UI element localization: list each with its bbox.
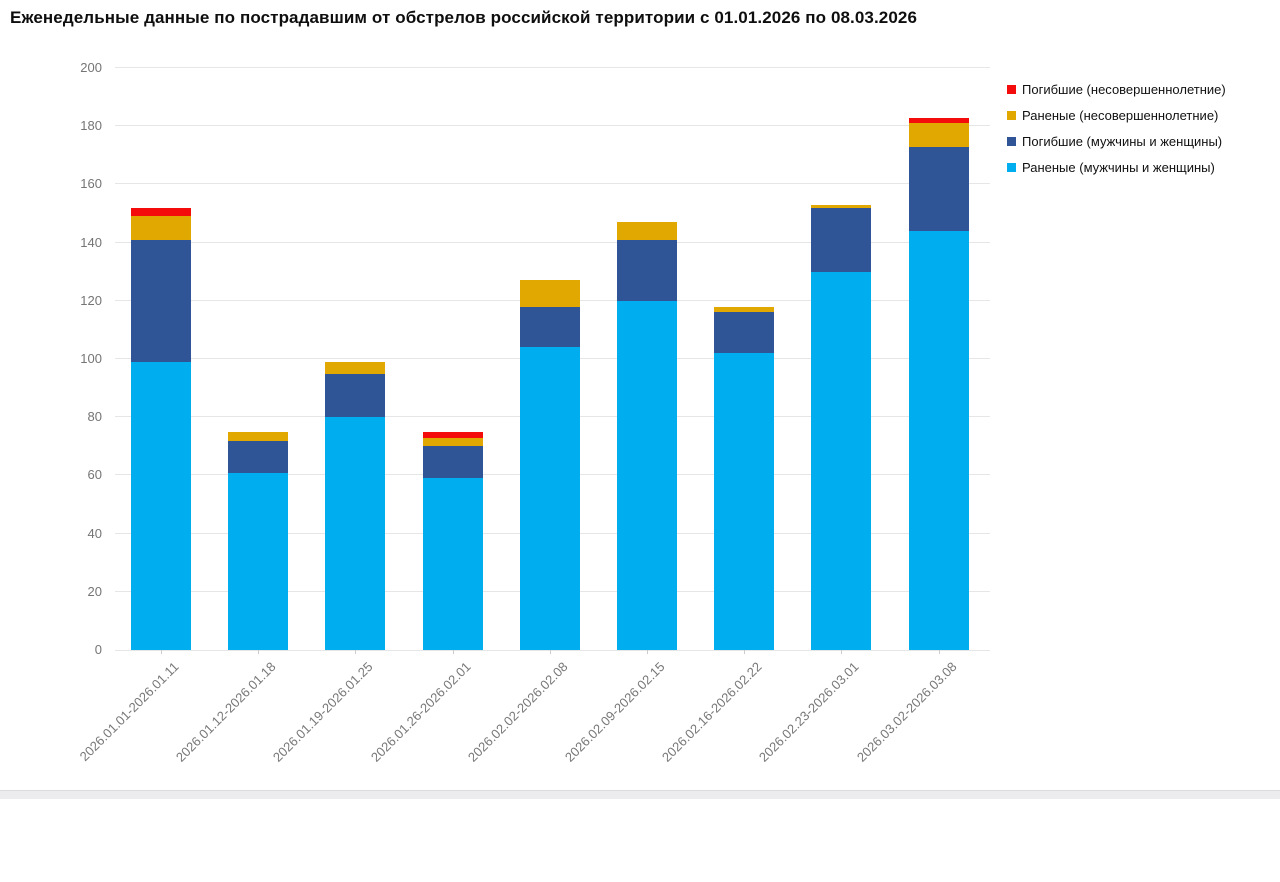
- legend-swatch-icon: [1007, 136, 1016, 146]
- x-tick: [647, 650, 648, 654]
- bar-segment: [714, 353, 775, 650]
- x-tick: [355, 650, 357, 654]
- bar: [131, 207, 191, 650]
- y-axis-label: 0: [94, 642, 102, 657]
- chart-title: Еженедельные данные по пострадавшим от о…: [10, 8, 918, 27]
- bar: [228, 431, 289, 650]
- legend: Погибшие (несовершеннолетние) Раненые (не…: [1007, 76, 1226, 180]
- y-axis-label: 180: [80, 118, 102, 134]
- bar-segment: [325, 373, 386, 418]
- bar-segment: [714, 306, 775, 313]
- bar-segment: [131, 207, 191, 217]
- bar-segment: [228, 431, 289, 441]
- x-tick: [452, 650, 454, 654]
- x-tick: [258, 650, 260, 654]
- legend-swatch-icon: [1007, 162, 1016, 172]
- bar-segment: [908, 230, 969, 650]
- gridline: [115, 241, 990, 243]
- bar-segment: [422, 431, 483, 438]
- y-axis-label: 40: [87, 525, 102, 541]
- legend-item: Раненые (мужчины и женщины): [1007, 154, 1226, 180]
- plot-area: [115, 67, 990, 651]
- x-tick: [161, 650, 162, 654]
- gridline: [115, 125, 990, 127]
- bar: [617, 222, 677, 650]
- x-axis-label: 2026.02.16-2026.02.22: [659, 659, 765, 765]
- bar-segment: [422, 446, 483, 479]
- bar: [908, 117, 969, 650]
- bar: [519, 280, 580, 650]
- x-tick: [938, 650, 940, 654]
- legend-item: Раненые (несовершеннолетние): [1007, 102, 1226, 128]
- bar-segment: [908, 123, 969, 147]
- gridline: [115, 183, 990, 185]
- x-axis-label: 2026.01.19-2026.01.25: [270, 659, 376, 765]
- bar-segment: [131, 216, 191, 240]
- x-axis-label: 2026.02.23-2026.03.01: [756, 659, 862, 765]
- bar-segment: [422, 478, 483, 650]
- y-axis-label: 100: [80, 351, 102, 366]
- y-axis-label: 200: [80, 60, 102, 75]
- y-axis-label: 120: [80, 292, 102, 308]
- bar-segment: [811, 207, 872, 272]
- bar-segment: [228, 472, 289, 650]
- bar-segment: [714, 312, 775, 354]
- y-axis-label: 80: [87, 409, 102, 425]
- bar-segment: [325, 417, 386, 650]
- x-axis-label: 2026.03.02-2026.03.08: [853, 659, 960, 765]
- bar-segment: [908, 117, 969, 124]
- bar-segment: [325, 361, 386, 374]
- legend-label: Погибшие (несовершеннолетние): [1022, 81, 1226, 97]
- legend-item: Погибшие (несовершеннолетние): [1007, 76, 1226, 102]
- legend-item: Погибшие (мужчины и женщины): [1007, 128, 1226, 154]
- legend-label: Раненые (мужчины и женщины): [1022, 159, 1215, 175]
- bar-segment: [131, 361, 191, 650]
- bar-segment: [811, 271, 872, 650]
- bar-segment: [519, 280, 580, 307]
- x-axis-label: 2026.02.02-2026.02.08: [464, 659, 571, 765]
- bar: [714, 306, 775, 650]
- y-axis-label: 160: [80, 176, 102, 192]
- y-axis-label: 60: [87, 467, 102, 483]
- x-tick: [841, 650, 843, 654]
- bar-segment: [422, 437, 483, 447]
- gridline: [115, 67, 990, 68]
- bar-segment: [131, 239, 191, 362]
- y-axis-label: 140: [80, 234, 102, 250]
- legend-swatch-icon: [1007, 84, 1016, 94]
- bar-segment: [811, 204, 872, 208]
- bar-segment: [617, 222, 677, 240]
- bar-segment: [617, 239, 677, 301]
- legend-label: Раненые (несовершеннолетние): [1022, 107, 1219, 123]
- bar: [325, 361, 386, 650]
- x-tick: [744, 650, 746, 654]
- bar-segment: [519, 306, 580, 348]
- x-axis-label: 2026.01.12-2026.01.18: [173, 659, 279, 765]
- x-axis-label: 2026.02.09-2026.02.15: [561, 659, 668, 765]
- y-axis-label: 20: [87, 583, 102, 599]
- gridline: [115, 650, 990, 651]
- bar: [422, 431, 483, 650]
- bar-segment: [908, 146, 969, 231]
- bar-segment: [617, 300, 677, 650]
- bar-segment: [228, 440, 289, 473]
- x-tick: [549, 650, 551, 654]
- bar: [811, 204, 872, 650]
- bar-segment: [519, 347, 580, 650]
- legend-swatch-icon: [1007, 110, 1016, 120]
- legend-label: Погибшие (мужчины и женщины): [1022, 133, 1223, 149]
- x-axis-label: 2026.01.26-2026.02.01: [367, 659, 474, 765]
- bottom-scrollbar: [0, 790, 1280, 799]
